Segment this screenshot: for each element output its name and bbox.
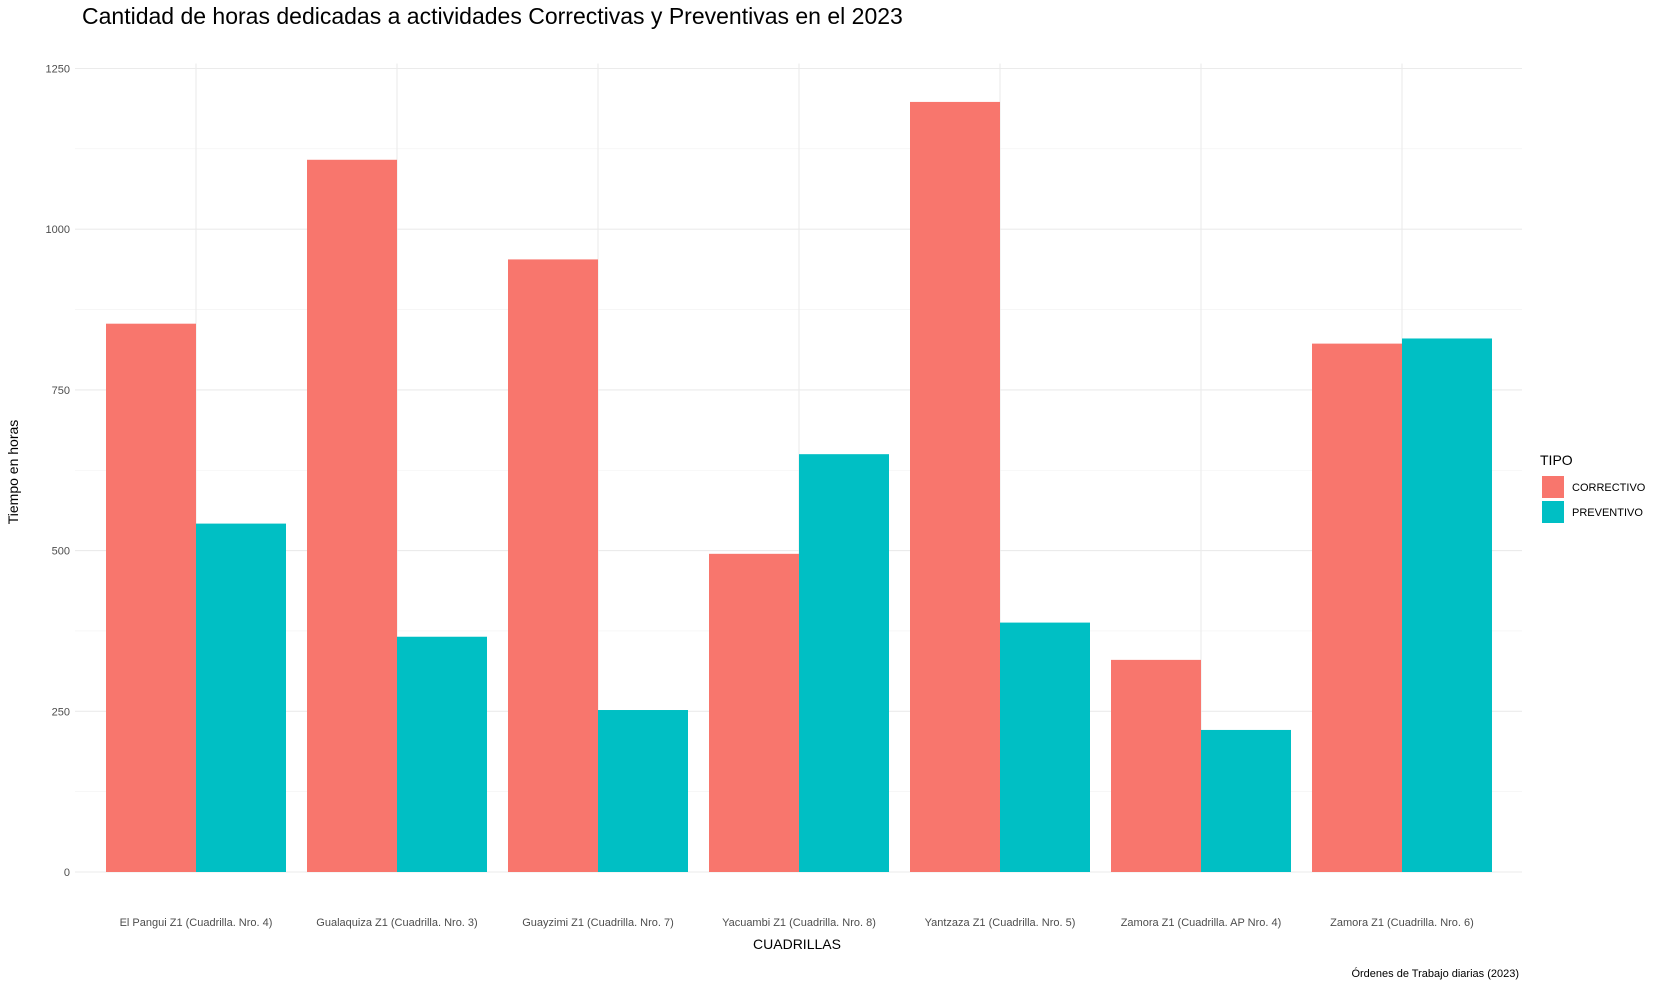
bar-correctivo <box>106 323 196 872</box>
y-axis-title: Tiempo en horas <box>5 420 21 525</box>
x-axis-title: CUADRILLAS <box>753 936 841 952</box>
bar-preventivo <box>598 710 688 872</box>
bar-correctivo <box>307 159 397 873</box>
bar-correctivo <box>1312 343 1402 872</box>
x-tick-label: Yantzaza Z1 (Cuadrilla. Nro. 5) <box>925 917 1076 929</box>
y-tick-label: 1000 <box>46 224 70 236</box>
y-tick-label: 0 <box>64 867 70 879</box>
x-tick-label: El Pangui Z1 (Cuadrilla. Nro. 4) <box>120 917 273 929</box>
caption: Órdenes de Trabajo diarias (2023) <box>1351 967 1519 980</box>
bar-preventivo <box>1000 622 1090 872</box>
y-tick-label: 250 <box>52 706 70 718</box>
legend: TIPO CORRECTIVO PREVENTIVO <box>1540 452 1646 523</box>
legend-key-preventivo <box>1542 501 1564 523</box>
legend-label: PREVENTIVO <box>1572 507 1643 519</box>
bars <box>106 101 1492 873</box>
x-tick-label: Yacuambi Z1 (Cuadrilla. Nro. 8) <box>722 917 876 929</box>
y-tick-label: 1250 <box>46 64 70 76</box>
bar-preventivo <box>196 523 286 872</box>
legend-label: CORRECTIVO <box>1572 482 1646 494</box>
bar-preventivo <box>397 636 487 872</box>
legend-title: TIPO <box>1540 452 1573 468</box>
bar-correctivo <box>709 553 799 872</box>
x-tick-label: Zamora Z1 (Cuadrilla. AP Nro. 4) <box>1121 917 1282 929</box>
bar-preventivo <box>799 454 889 872</box>
bar-correctivo <box>508 259 598 872</box>
bar-preventivo <box>1402 338 1492 872</box>
chart-title: Cantidad de horas dedicadas a actividade… <box>82 3 903 29</box>
bar-correctivo <box>1111 659 1201 872</box>
legend-key-correctivo <box>1542 476 1564 498</box>
y-tick-label: 500 <box>52 546 70 558</box>
bar-correctivo <box>910 101 1000 872</box>
bar-preventivo <box>1201 729 1291 872</box>
y-tick-label: 750 <box>52 385 70 397</box>
y-axis-ticks: 0 250 500 750 1000 1250 <box>46 64 70 880</box>
x-tick-label: Zamora Z1 (Cuadrilla. Nro. 6) <box>1330 917 1474 929</box>
x-axis-ticks: El Pangui Z1 (Cuadrilla. Nro. 4) Gualaqui… <box>120 917 1474 929</box>
x-tick-label: Guayzimi Z1 (Cuadrilla. Nro. 7) <box>522 917 674 929</box>
x-tick-label: Gualaquiza Z1 (Cuadrilla. Nro. 3) <box>316 917 477 929</box>
